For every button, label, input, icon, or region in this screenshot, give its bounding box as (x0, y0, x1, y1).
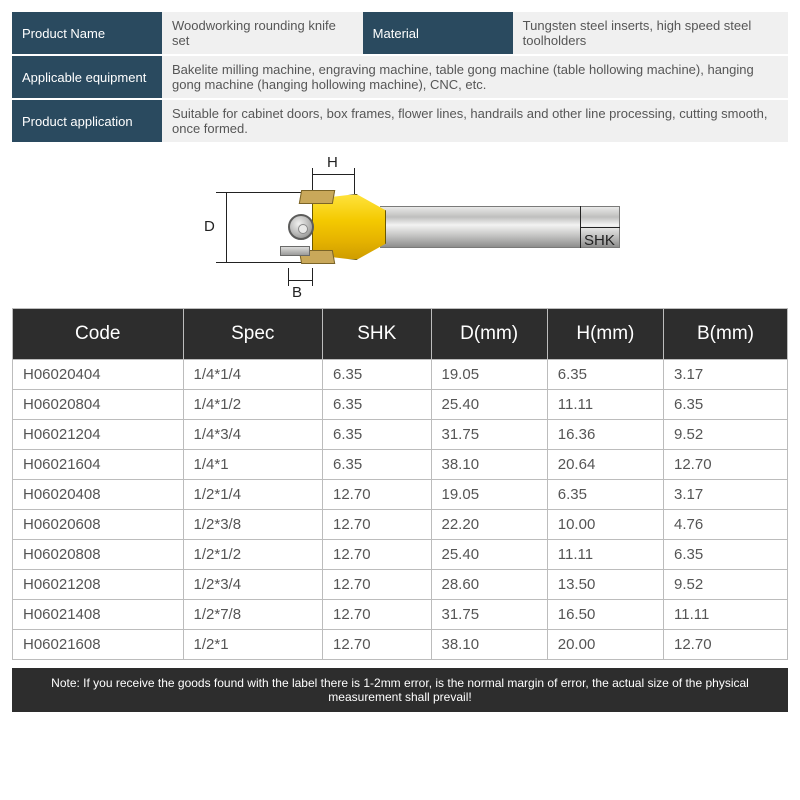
lock-nut (280, 246, 310, 256)
spec-header-cell: SHK (323, 309, 432, 360)
spec-cell: 6.35 (547, 360, 663, 390)
spec-header-cell: H(mm) (547, 309, 663, 360)
spec-cell: 31.75 (431, 600, 547, 630)
table-row: H060214081/2*7/812.7031.7516.5011.11 (13, 600, 788, 630)
product-info-table: Product NameWoodworking rounding knife s… (12, 10, 788, 144)
spec-cell: 12.70 (323, 570, 432, 600)
spec-cell: H06020608 (13, 510, 184, 540)
spec-cell: 25.40 (431, 540, 547, 570)
spec-cell: 6.35 (547, 480, 663, 510)
info-row: Product NameWoodworking rounding knife s… (12, 12, 788, 54)
dimension-diagram: H D B SHK (12, 158, 788, 298)
spec-cell: H06021608 (13, 630, 184, 660)
spec-cell: 12.70 (323, 510, 432, 540)
spec-cell: H06021408 (13, 600, 184, 630)
spec-cell: 6.35 (664, 390, 788, 420)
spec-cell: 22.20 (431, 510, 547, 540)
spec-cell: 9.52 (664, 570, 788, 600)
spec-cell: 3.17 (664, 480, 788, 510)
info-value: Bakelite milling machine, engraving mach… (162, 56, 788, 98)
info-label: Product Name (12, 12, 162, 54)
dim-label-b: B (292, 284, 302, 301)
spec-cell: 11.11 (664, 600, 788, 630)
spec-cell: 6.35 (323, 360, 432, 390)
spec-cell: 19.05 (431, 480, 547, 510)
spec-cell: H06020808 (13, 540, 184, 570)
spec-cell: 12.70 (323, 540, 432, 570)
spec-cell: 20.64 (547, 450, 663, 480)
spec-cell: 6.35 (323, 420, 432, 450)
spec-cell: 6.35 (323, 450, 432, 480)
spec-cell: 13.50 (547, 570, 663, 600)
spec-cell: 11.11 (547, 390, 663, 420)
spec-cell: 25.40 (431, 390, 547, 420)
info-row: Product applicationSuitable for cabinet … (12, 100, 788, 142)
spec-cell: 19.05 (431, 360, 547, 390)
info-row: Applicable equipmentBakelite milling mac… (12, 56, 788, 98)
spec-cell: 38.10 (431, 630, 547, 660)
table-row: H060212041/4*3/46.3531.7516.369.52 (13, 420, 788, 450)
spec-cell: 1/4*1/4 (183, 360, 323, 390)
spec-cell: H06020804 (13, 390, 184, 420)
table-row: H060208081/2*1/212.7025.4011.116.35 (13, 540, 788, 570)
dim-label-d: D (204, 218, 215, 235)
spec-cell: 16.50 (547, 600, 663, 630)
spec-header-cell: Code (13, 309, 184, 360)
info-value: Tungsten steel inserts, high speed steel… (513, 12, 788, 54)
spec-cell: 4.76 (664, 510, 788, 540)
note-bar: Note: If you receive the goods found wit… (12, 668, 788, 712)
spec-cell: 6.35 (664, 540, 788, 570)
table-row: H060216041/4*16.3538.1020.6412.70 (13, 450, 788, 480)
table-row: H060212081/2*3/412.7028.6013.509.52 (13, 570, 788, 600)
spec-cell: 1/2*1 (183, 630, 323, 660)
spec-table: CodeSpecSHKD(mm)H(mm)B(mm) H060204041/4*… (12, 308, 788, 660)
spec-cell: H06021208 (13, 570, 184, 600)
spec-cell: H06020404 (13, 360, 184, 390)
spec-cell: 38.10 (431, 450, 547, 480)
spec-cell: 28.60 (431, 570, 547, 600)
info-value: Suitable for cabinet doors, box frames, … (162, 100, 788, 142)
spec-cell: 6.35 (323, 390, 432, 420)
spec-cell: 1/2*3/8 (183, 510, 323, 540)
dim-label-h: H (327, 154, 338, 171)
info-label: Material (363, 12, 513, 54)
table-row: H060216081/2*112.7038.1020.0012.70 (13, 630, 788, 660)
table-row: H060208041/4*1/26.3525.4011.116.35 (13, 390, 788, 420)
spec-cell: 12.70 (323, 480, 432, 510)
spec-cell: 12.70 (664, 450, 788, 480)
spec-header-cell: Spec (183, 309, 323, 360)
spec-cell: 3.17 (664, 360, 788, 390)
spec-cell: H06021204 (13, 420, 184, 450)
info-value: Woodworking rounding knife set (162, 12, 363, 54)
spec-cell: 12.70 (323, 600, 432, 630)
spec-cell: 1/2*1/2 (183, 540, 323, 570)
spec-cell: 10.00 (547, 510, 663, 540)
spec-cell: 1/2*7/8 (183, 600, 323, 630)
info-label: Product application (12, 100, 162, 142)
spec-cell: 12.70 (664, 630, 788, 660)
info-label: Applicable equipment (12, 56, 162, 98)
spec-header-cell: B(mm) (664, 309, 788, 360)
spec-cell: 9.52 (664, 420, 788, 450)
guide-bearing (288, 214, 314, 240)
spec-cell: 31.75 (431, 420, 547, 450)
spec-cell: 1/4*1 (183, 450, 323, 480)
spec-cell: 1/2*1/4 (183, 480, 323, 510)
table-row: H060204081/2*1/412.7019.056.353.17 (13, 480, 788, 510)
spec-header-cell: D(mm) (431, 309, 547, 360)
table-row: H060204041/4*1/46.3519.056.353.17 (13, 360, 788, 390)
spec-cell: 11.11 (547, 540, 663, 570)
spec-cell: 20.00 (547, 630, 663, 660)
spec-cell: 1/4*1/2 (183, 390, 323, 420)
spec-cell: H06020408 (13, 480, 184, 510)
spec-cell: H06021604 (13, 450, 184, 480)
spec-cell: 1/4*3/4 (183, 420, 323, 450)
spec-cell: 1/2*3/4 (183, 570, 323, 600)
dim-label-shk: SHK (584, 232, 615, 249)
spec-cell: 16.36 (547, 420, 663, 450)
carbide-edge-top (299, 190, 335, 204)
table-row: H060206081/2*3/812.7022.2010.004.76 (13, 510, 788, 540)
spec-cell: 12.70 (323, 630, 432, 660)
